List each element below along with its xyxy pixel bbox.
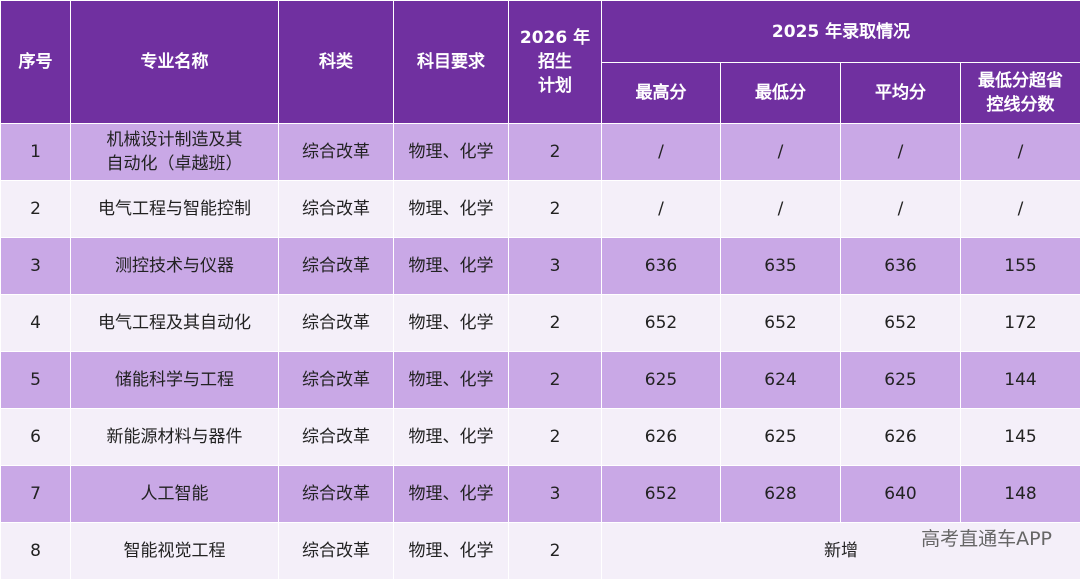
table-cell: 物理、化学 <box>394 124 509 181</box>
table-cell: 625 <box>721 409 841 466</box>
table-cell: 储能科学与工程 <box>71 352 279 409</box>
table-cell: 3 <box>509 238 602 295</box>
table-cell: 636 <box>841 238 961 295</box>
table-cell: 636 <box>602 238 721 295</box>
table-cell: 652 <box>602 466 721 523</box>
header-cell: 序号 <box>1 1 71 124</box>
table-cell: 626 <box>841 409 961 466</box>
table-cell: 电气工程与智能控制 <box>71 181 279 238</box>
header-cell: 最高分 <box>602 63 721 124</box>
table-cell: 电气工程及其自动化 <box>71 295 279 352</box>
table-cell: 652 <box>721 295 841 352</box>
table-cell: 2 <box>509 181 602 238</box>
table-cell: / <box>602 124 721 181</box>
table-cell: 172 <box>961 295 1080 352</box>
table-cell: 物理、化学 <box>394 466 509 523</box>
cell-line: 自动化（卓越班） <box>71 152 278 176</box>
table-cell: 628 <box>721 466 841 523</box>
table-cell: 人工智能 <box>71 466 279 523</box>
table-cell: 652 <box>841 295 961 352</box>
table-cell: 综合改革 <box>279 238 394 295</box>
header-cell: 2026 年招生计划 <box>509 1 602 124</box>
table-cell: 物理、化学 <box>394 523 509 580</box>
table-cell: 5 <box>1 352 71 409</box>
table-cell: 4 <box>1 295 71 352</box>
table-cell: 652 <box>602 295 721 352</box>
table-cell: 2 <box>1 181 71 238</box>
table-cell: / <box>841 124 961 181</box>
table-cell: 综合改革 <box>279 295 394 352</box>
table-cell: 综合改革 <box>279 352 394 409</box>
table-cell: 6 <box>1 409 71 466</box>
table-cell: 新能源材料与器件 <box>71 409 279 466</box>
cell-line: 招生 <box>509 50 601 74</box>
header-cell: 科类 <box>279 1 394 124</box>
table-cell: 7 <box>1 466 71 523</box>
table-cell: 综合改革 <box>279 466 394 523</box>
table-cell: / <box>602 181 721 238</box>
table-cell: 625 <box>841 352 961 409</box>
header-cell: 科目要求 <box>394 1 509 124</box>
watermark: 高考直通车APP <box>921 524 1052 551</box>
cell-line: 2026 年 <box>509 26 601 50</box>
table-cell: 物理、化学 <box>394 181 509 238</box>
table-cell: 635 <box>721 238 841 295</box>
table-cell: 3 <box>1 238 71 295</box>
table-cell: 2 <box>509 523 602 580</box>
table-cell: 物理、化学 <box>394 295 509 352</box>
table-cell: 3 <box>509 466 602 523</box>
table-cell: / <box>961 181 1080 238</box>
table-cell: 640 <box>841 466 961 523</box>
table-cell: 物理、化学 <box>394 409 509 466</box>
header-group: 2025 年录取情况 <box>602 1 1080 63</box>
table-cell: 625 <box>602 352 721 409</box>
table-cell: 2 <box>509 124 602 181</box>
header-cell: 最低分超省控线分数 <box>961 63 1080 124</box>
table-cell: 145 <box>961 409 1080 466</box>
table-cell: 1 <box>1 124 71 181</box>
cell-line: 控线分数 <box>961 93 1080 117</box>
table-cell: 2 <box>509 409 602 466</box>
cell-line: 最低分超省 <box>961 69 1080 93</box>
table-cell: 物理、化学 <box>394 238 509 295</box>
table-cell: 2 <box>509 295 602 352</box>
table-cell: 智能视觉工程 <box>71 523 279 580</box>
table-cell: 626 <box>602 409 721 466</box>
table-cell: 测控技术与仪器 <box>71 238 279 295</box>
cell-line: 计划 <box>509 74 601 98</box>
table-cell: / <box>841 181 961 238</box>
table-cell: 综合改革 <box>279 409 394 466</box>
table-cell: / <box>961 124 1080 181</box>
table-cell: 148 <box>961 466 1080 523</box>
header-cell: 最低分 <box>721 63 841 124</box>
header-cell: 平均分 <box>841 63 961 124</box>
table-cell: 624 <box>721 352 841 409</box>
header-cell: 专业名称 <box>71 1 279 124</box>
table-cell: 8 <box>1 523 71 580</box>
table-cell: 综合改革 <box>279 124 394 181</box>
table-cell: 机械设计制造及其自动化（卓越班） <box>71 124 279 181</box>
table-cell: / <box>721 181 841 238</box>
table-cell: 155 <box>961 238 1080 295</box>
table-cell: 综合改革 <box>279 523 394 580</box>
table-cell: / <box>721 124 841 181</box>
table-cell: 物理、化学 <box>394 352 509 409</box>
cell-line: 机械设计制造及其 <box>71 128 278 152</box>
table-cell: 综合改革 <box>279 181 394 238</box>
table-cell: 144 <box>961 352 1080 409</box>
table-cell: 2 <box>509 352 602 409</box>
